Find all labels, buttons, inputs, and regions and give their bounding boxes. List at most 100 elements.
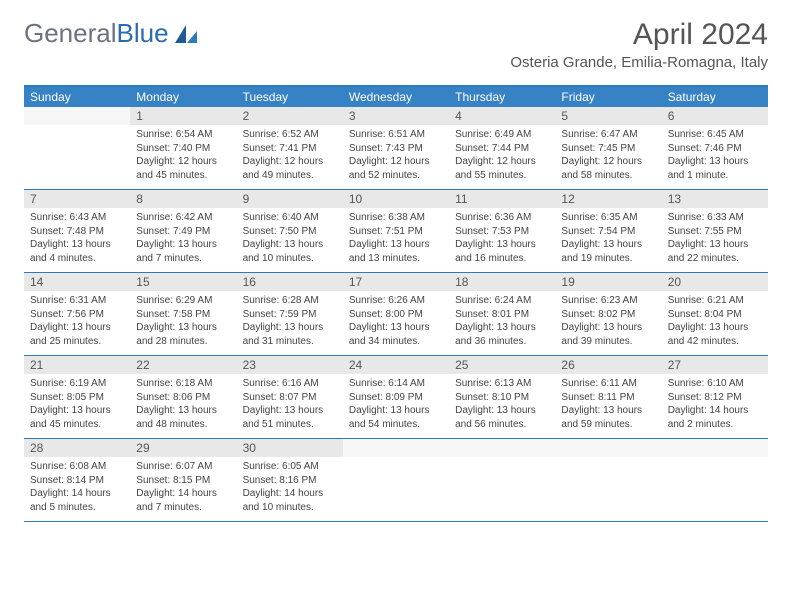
day-number — [449, 439, 555, 457]
detail-line: Sunset: 7:44 PM — [455, 142, 549, 156]
day-cell: 26Sunrise: 6:11 AMSunset: 8:11 PMDayligh… — [555, 356, 661, 438]
day-cell: 11Sunrise: 6:36 AMSunset: 7:53 PMDayligh… — [449, 190, 555, 272]
day-details: Sunrise: 6:13 AMSunset: 8:10 PMDaylight:… — [449, 374, 555, 437]
detail-line: Sunrise: 6:13 AM — [455, 377, 549, 391]
day-details: Sunrise: 6:45 AMSunset: 7:46 PMDaylight:… — [662, 125, 768, 188]
day-number — [24, 107, 130, 125]
day-number: 19 — [555, 273, 661, 291]
day-number: 3 — [343, 107, 449, 125]
detail-line: Sunrise: 6:38 AM — [349, 211, 443, 225]
day-cell: 2Sunrise: 6:52 AMSunset: 7:41 PMDaylight… — [237, 107, 343, 189]
detail-line: Daylight: 13 hours and 42 minutes. — [668, 321, 762, 348]
detail-line: Sunrise: 6:05 AM — [243, 460, 337, 474]
dow-cell: Wednesday — [343, 87, 449, 107]
weeks-container: 1Sunrise: 6:54 AMSunset: 7:40 PMDaylight… — [24, 107, 768, 522]
day-number: 6 — [662, 107, 768, 125]
day-cell: 16Sunrise: 6:28 AMSunset: 7:59 PMDayligh… — [237, 273, 343, 355]
day-cell: 20Sunrise: 6:21 AMSunset: 8:04 PMDayligh… — [662, 273, 768, 355]
detail-line: Sunrise: 6:51 AM — [349, 128, 443, 142]
day-details: Sunrise: 6:19 AMSunset: 8:05 PMDaylight:… — [24, 374, 130, 437]
detail-line: Sunrise: 6:35 AM — [561, 211, 655, 225]
detail-line: Sunrise: 6:54 AM — [136, 128, 230, 142]
day-cell: 13Sunrise: 6:33 AMSunset: 7:55 PMDayligh… — [662, 190, 768, 272]
day-number: 7 — [24, 190, 130, 208]
day-number: 25 — [449, 356, 555, 374]
day-details: Sunrise: 6:08 AMSunset: 8:14 PMDaylight:… — [24, 457, 130, 520]
day-details: Sunrise: 6:51 AMSunset: 7:43 PMDaylight:… — [343, 125, 449, 188]
day-details: Sunrise: 6:05 AMSunset: 8:16 PMDaylight:… — [237, 457, 343, 520]
day-cell: 15Sunrise: 6:29 AMSunset: 7:58 PMDayligh… — [130, 273, 236, 355]
detail-line: Daylight: 12 hours and 52 minutes. — [349, 155, 443, 182]
detail-line: Sunset: 7:55 PM — [668, 225, 762, 239]
detail-line: Daylight: 14 hours and 10 minutes. — [243, 487, 337, 514]
days-of-week-row: SundayMondayTuesdayWednesdayThursdayFrid… — [24, 87, 768, 107]
detail-line: Sunset: 7:53 PM — [455, 225, 549, 239]
dow-cell: Thursday — [449, 87, 555, 107]
day-details: Sunrise: 6:52 AMSunset: 7:41 PMDaylight:… — [237, 125, 343, 188]
day-number: 23 — [237, 356, 343, 374]
day-number: 2 — [237, 107, 343, 125]
day-details: Sunrise: 6:28 AMSunset: 7:59 PMDaylight:… — [237, 291, 343, 354]
day-number: 15 — [130, 273, 236, 291]
detail-line: Sunset: 8:12 PM — [668, 391, 762, 405]
detail-line: Sunrise: 6:11 AM — [561, 377, 655, 391]
header: GeneralBlue April 2024 Osteria Grande, E… — [0, 0, 792, 77]
detail-line: Sunrise: 6:49 AM — [455, 128, 549, 142]
detail-line: Daylight: 13 hours and 4 minutes. — [30, 238, 124, 265]
detail-line: Sunrise: 6:36 AM — [455, 211, 549, 225]
detail-line: Daylight: 13 hours and 34 minutes. — [349, 321, 443, 348]
detail-line: Sunset: 8:06 PM — [136, 391, 230, 405]
day-details: Sunrise: 6:07 AMSunset: 8:15 PMDaylight:… — [130, 457, 236, 520]
day-cell: 10Sunrise: 6:38 AMSunset: 7:51 PMDayligh… — [343, 190, 449, 272]
day-cell: 3Sunrise: 6:51 AMSunset: 7:43 PMDaylight… — [343, 107, 449, 189]
day-details: Sunrise: 6:38 AMSunset: 7:51 PMDaylight:… — [343, 208, 449, 271]
detail-line: Sunset: 7:48 PM — [30, 225, 124, 239]
detail-line: Sunrise: 6:19 AM — [30, 377, 124, 391]
week-row: 21Sunrise: 6:19 AMSunset: 8:05 PMDayligh… — [24, 356, 768, 439]
day-number: 4 — [449, 107, 555, 125]
day-cell — [24, 107, 130, 189]
logo-text-gray: General — [24, 18, 117, 49]
day-number: 22 — [130, 356, 236, 374]
detail-line: Daylight: 13 hours and 16 minutes. — [455, 238, 549, 265]
detail-line: Daylight: 12 hours and 55 minutes. — [455, 155, 549, 182]
detail-line: Sunrise: 6:33 AM — [668, 211, 762, 225]
day-details: Sunrise: 6:10 AMSunset: 8:12 PMDaylight:… — [662, 374, 768, 437]
day-details: Sunrise: 6:26 AMSunset: 8:00 PMDaylight:… — [343, 291, 449, 354]
day-details: Sunrise: 6:14 AMSunset: 8:09 PMDaylight:… — [343, 374, 449, 437]
detail-line: Daylight: 12 hours and 49 minutes. — [243, 155, 337, 182]
day-cell — [343, 439, 449, 521]
detail-line: Sunrise: 6:10 AM — [668, 377, 762, 391]
detail-line: Sunrise: 6:47 AM — [561, 128, 655, 142]
detail-line: Daylight: 13 hours and 1 minute. — [668, 155, 762, 182]
dow-cell: Sunday — [24, 87, 130, 107]
detail-line: Sunrise: 6:16 AM — [243, 377, 337, 391]
day-cell: 5Sunrise: 6:47 AMSunset: 7:45 PMDaylight… — [555, 107, 661, 189]
detail-line: Sunrise: 6:45 AM — [668, 128, 762, 142]
day-number: 20 — [662, 273, 768, 291]
day-details: Sunrise: 6:29 AMSunset: 7:58 PMDaylight:… — [130, 291, 236, 354]
day-number: 27 — [662, 356, 768, 374]
day-details: Sunrise: 6:21 AMSunset: 8:04 PMDaylight:… — [662, 291, 768, 354]
detail-line: Sunrise: 6:31 AM — [30, 294, 124, 308]
detail-line: Sunset: 8:00 PM — [349, 308, 443, 322]
day-number: 14 — [24, 273, 130, 291]
day-number: 12 — [555, 190, 661, 208]
day-number — [343, 439, 449, 457]
detail-line: Daylight: 13 hours and 48 minutes. — [136, 404, 230, 431]
detail-line: Daylight: 13 hours and 36 minutes. — [455, 321, 549, 348]
detail-line: Daylight: 13 hours and 10 minutes. — [243, 238, 337, 265]
day-cell — [449, 439, 555, 521]
day-cell: 7Sunrise: 6:43 AMSunset: 7:48 PMDaylight… — [24, 190, 130, 272]
detail-line: Daylight: 13 hours and 45 minutes. — [30, 404, 124, 431]
detail-line: Daylight: 13 hours and 39 minutes. — [561, 321, 655, 348]
day-number: 9 — [237, 190, 343, 208]
day-number: 26 — [555, 356, 661, 374]
detail-line: Sunrise: 6:18 AM — [136, 377, 230, 391]
detail-line: Sunset: 8:16 PM — [243, 474, 337, 488]
detail-line: Sunset: 8:05 PM — [30, 391, 124, 405]
day-details: Sunrise: 6:33 AMSunset: 7:55 PMDaylight:… — [662, 208, 768, 271]
day-number: 18 — [449, 273, 555, 291]
day-number: 29 — [130, 439, 236, 457]
detail-line: Daylight: 13 hours and 31 minutes. — [243, 321, 337, 348]
